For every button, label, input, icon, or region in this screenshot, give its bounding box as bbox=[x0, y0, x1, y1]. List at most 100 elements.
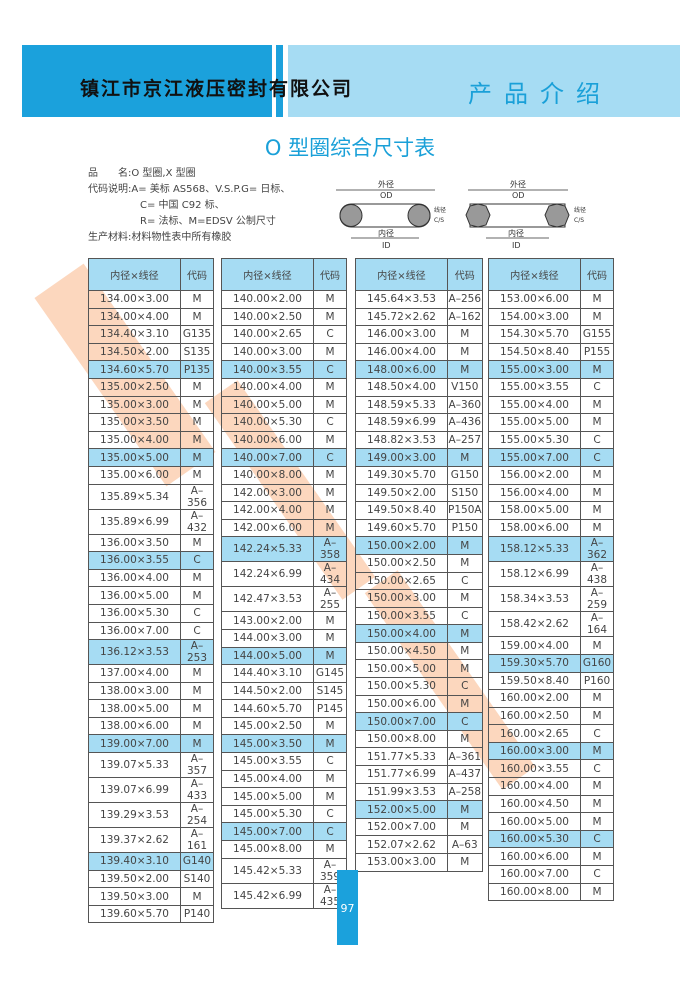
table-row: 145.00×4.00 M bbox=[221, 769, 347, 789]
size-cell: 139.07×6.99 bbox=[88, 777, 181, 804]
code-cell: A–257 bbox=[447, 430, 483, 450]
code-cell: A–161 bbox=[180, 827, 214, 854]
table-row: 140.00×3.55 C bbox=[221, 360, 347, 379]
page-number-bar bbox=[337, 870, 358, 945]
table-row: 144.60×5.70 P145 bbox=[221, 699, 347, 718]
table-row: 140.00×6.00 M bbox=[221, 430, 347, 450]
code-cell: A–434 bbox=[313, 561, 347, 588]
code-cell: C bbox=[447, 677, 483, 696]
code-cell: M bbox=[180, 681, 214, 701]
code-cell: A–361 bbox=[447, 747, 483, 767]
size-cell: 136.00×5.00 bbox=[88, 586, 181, 605]
svg-text:ID: ID bbox=[512, 241, 521, 250]
size-cell: 142.00×3.00 bbox=[221, 483, 314, 503]
code-cell: M bbox=[313, 501, 347, 520]
table-row: 135.89×5.34 A–356 bbox=[88, 483, 214, 510]
table-row: 134.40×3.10 G135 bbox=[88, 325, 214, 344]
size-cell: 139.07×5.33 bbox=[88, 752, 181, 779]
code-cell: C bbox=[313, 822, 347, 842]
table-row: 159.30×5.70 G160 bbox=[488, 653, 614, 673]
code-cell: P155 bbox=[580, 342, 614, 362]
size-cell: 159.30×5.70 bbox=[488, 653, 581, 673]
code-cell: A–254 bbox=[180, 802, 214, 829]
page-number: 97 bbox=[340, 902, 355, 915]
code-cell: M bbox=[313, 395, 347, 415]
table-row: 160.00×2.65 C bbox=[488, 724, 614, 743]
size-cell: 150.00×3.55 bbox=[355, 606, 448, 626]
table-header-row: 内径×线径 代码 bbox=[488, 258, 614, 291]
table-row: 145.00×5.30 C bbox=[221, 804, 347, 824]
table-row: 150.00×3.00 M bbox=[355, 589, 483, 608]
code-cell: S150 bbox=[447, 483, 483, 503]
size-cell: 152.07×2.62 bbox=[355, 835, 448, 854]
table-row: 139.40×3.10 G140 bbox=[88, 852, 214, 871]
size-cell: 138.00×5.00 bbox=[88, 699, 181, 718]
code-cell: M bbox=[180, 734, 214, 754]
size-cell: 155.00×5.00 bbox=[488, 413, 581, 432]
table-row: 156.00×2.00 M bbox=[488, 465, 614, 485]
table-row: 151.99×3.53 A–258 bbox=[355, 782, 483, 802]
size-cell: 150.00×2.65 bbox=[355, 571, 448, 591]
code-cell: G145 bbox=[313, 664, 347, 683]
code-cell: M bbox=[313, 342, 347, 362]
code-cell: C bbox=[180, 551, 214, 570]
code-cell: P160 bbox=[580, 671, 614, 691]
size-cell: 152.00×5.00 bbox=[355, 800, 448, 819]
table-row: 155.00×3.00 M bbox=[488, 360, 614, 379]
code-cell: M bbox=[447, 729, 483, 749]
size-cell: 160.00×3.00 bbox=[488, 741, 581, 761]
size-cell: 155.00×3.55 bbox=[488, 377, 581, 397]
table-row: 138.00×3.00 M bbox=[88, 681, 214, 701]
code-cell: M bbox=[580, 501, 614, 520]
size-cell: 145.64×3.53 bbox=[355, 290, 448, 309]
table-row: 154.50×8.40 P155 bbox=[488, 342, 614, 362]
code-cell: M bbox=[447, 448, 483, 467]
code-cell: G150 bbox=[447, 465, 483, 485]
table-row: 158.34×3.53 A–259 bbox=[488, 586, 614, 613]
code-cell: M bbox=[580, 794, 614, 814]
size-cell: 155.00×5.30 bbox=[488, 430, 581, 450]
size-cell: 149.60×5.70 bbox=[355, 518, 448, 538]
size-cell: 145.00×5.30 bbox=[221, 804, 314, 824]
code-cell: M bbox=[313, 628, 347, 648]
table-row: 140.00×5.30 C bbox=[221, 413, 347, 432]
code-cell: A–360 bbox=[447, 395, 483, 415]
code-cell: G135 bbox=[180, 325, 214, 344]
code-cell: V150 bbox=[447, 377, 483, 397]
table-row: 139.29×3.53 A–254 bbox=[88, 802, 214, 829]
table-row: 135.00×3.00 M bbox=[88, 395, 214, 415]
table-row: 156.00×4.00 M bbox=[488, 483, 614, 503]
size-cell: 149.30×5.70 bbox=[355, 465, 448, 485]
size-cell: 140.00×7.00 bbox=[221, 448, 314, 467]
size-cell: 142.47×3.53 bbox=[221, 586, 314, 613]
code-cell: M bbox=[180, 430, 214, 450]
table-row: 135.89×6.99 A–432 bbox=[88, 508, 214, 535]
table-row: 140.00×5.00 M bbox=[221, 395, 347, 415]
size-cell: 154.30×5.70 bbox=[488, 325, 581, 344]
id-cn-label: 内径 bbox=[378, 228, 394, 238]
table-row: 139.50×3.00 M bbox=[88, 887, 214, 906]
code-cell: M bbox=[180, 533, 214, 553]
size-cell: 159.50×8.40 bbox=[488, 671, 581, 691]
table-row: 136.00×5.30 C bbox=[88, 603, 214, 623]
header-code: 代码 bbox=[313, 258, 347, 291]
size-cell: 160.00×2.65 bbox=[488, 724, 581, 743]
size-cell: 138.00×6.00 bbox=[88, 716, 181, 736]
size-cell: 135.00×5.00 bbox=[88, 448, 181, 467]
code-cell: M bbox=[580, 706, 614, 726]
size-cell: 150.00×2.00 bbox=[355, 536, 448, 555]
code-cell: M bbox=[180, 395, 214, 415]
table-row: 150.00×3.55 C bbox=[355, 606, 483, 626]
size-cell: 134.40×3.10 bbox=[88, 325, 181, 344]
table-header-row: 内径×线径 代码 bbox=[355, 258, 483, 291]
size-cell: 158.12×6.99 bbox=[488, 561, 581, 588]
table-row: 150.00×4.50 M bbox=[355, 641, 483, 661]
table-row: 142.00×3.00 M bbox=[221, 483, 347, 503]
header-size: 内径×线径 bbox=[488, 258, 581, 291]
code-cell: M bbox=[180, 699, 214, 718]
code-cell: C bbox=[313, 413, 347, 432]
size-cell: 140.00×5.30 bbox=[221, 413, 314, 432]
table-row: 150.00×4.00 M bbox=[355, 624, 483, 643]
code-cell: C bbox=[580, 448, 614, 467]
code-cell: C bbox=[580, 759, 614, 779]
